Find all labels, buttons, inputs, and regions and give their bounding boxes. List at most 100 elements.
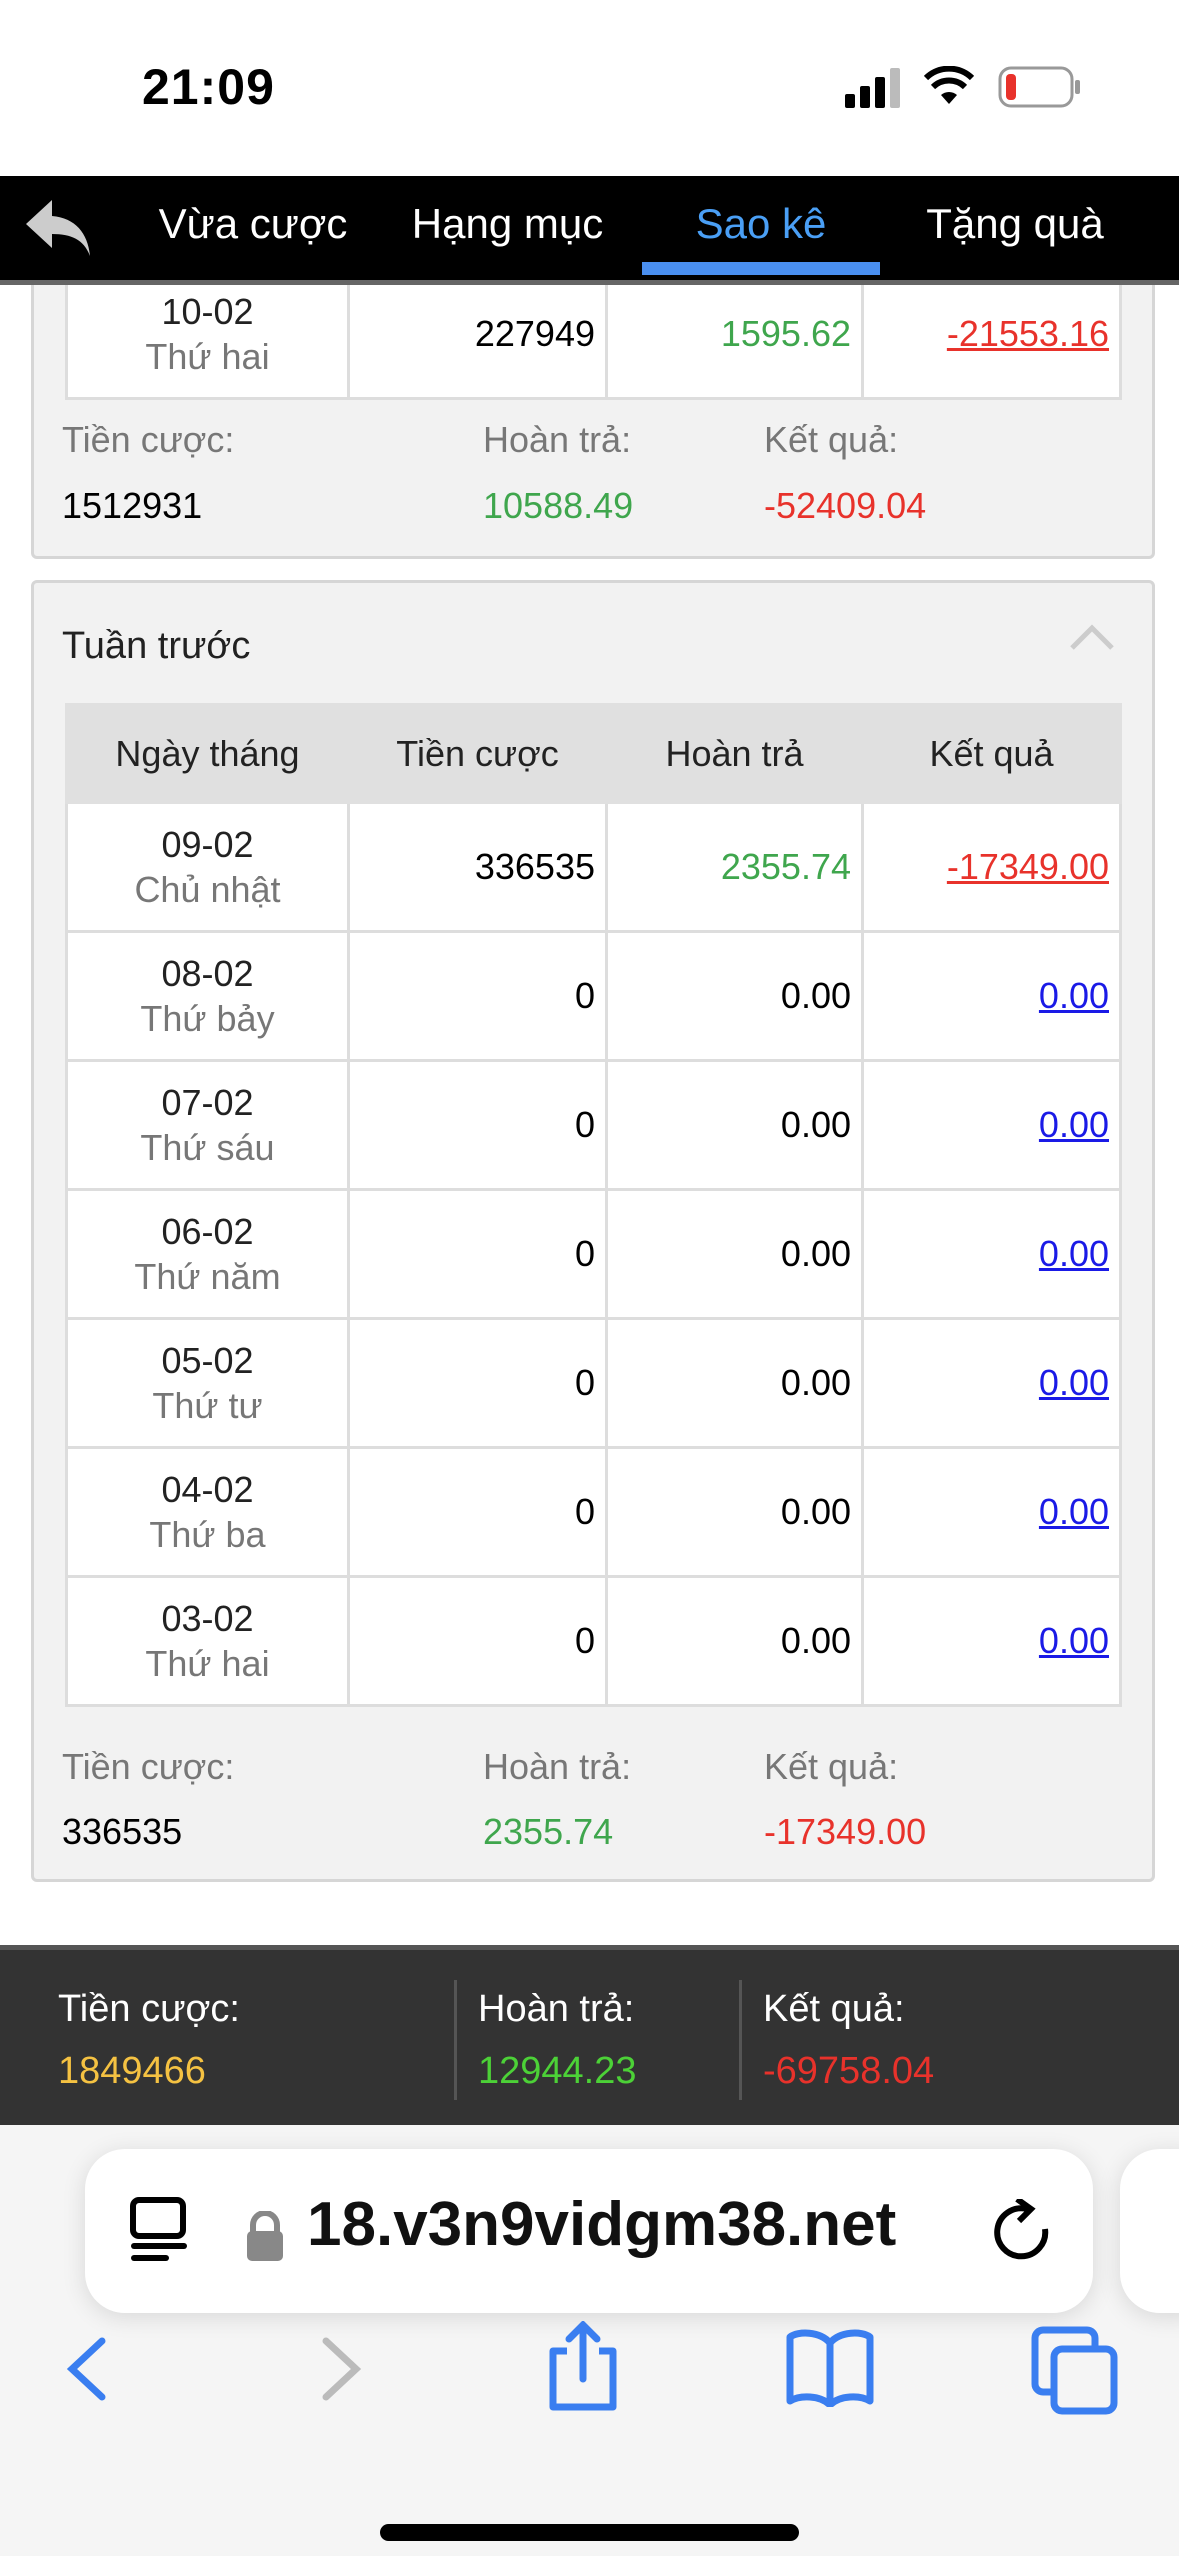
table-row: 08-02 Thứ bảy 0 0.00 0.00	[65, 930, 1122, 1062]
header-bet: Tiền cược	[347, 703, 608, 804]
tab-categories[interactable]: Hạng mục	[411, 200, 604, 247]
row-weekday: Thứ năm	[134, 1256, 281, 1297]
row-result-link[interactable]: 0.00	[1038, 1620, 1109, 1661]
tab-gifts[interactable]: Tặng quà	[926, 200, 1104, 247]
row-result-link[interactable]: 0.00	[1038, 1233, 1109, 1274]
next-tab-preview[interactable]	[1120, 2149, 1179, 2313]
battery-low-icon	[998, 66, 1080, 108]
row-weekday: Thứ bảy	[140, 998, 275, 1039]
row-result-cell: 0.00	[861, 1188, 1122, 1320]
tab-statement[interactable]: Sao kê	[695, 200, 827, 247]
row-bet: 0	[347, 1317, 608, 1449]
row-date-cell: 07-02 Thứ sáu	[65, 1059, 350, 1191]
row-result-link[interactable]: 0.00	[1038, 1362, 1109, 1403]
row-rebate: 0.00	[605, 930, 864, 1062]
table-row: 05-02 Thứ tư 0 0.00 0.00	[65, 1317, 1122, 1449]
row-result-link[interactable]: -21553.16	[946, 313, 1109, 354]
tab-recent-bets[interactable]: Vừa cược	[158, 200, 348, 247]
summary-result: -52409.04	[764, 485, 927, 526]
row-date: 10-02	[161, 291, 254, 332]
back-arrow-icon[interactable]	[24, 198, 94, 258]
reader-icon[interactable]	[129, 2197, 189, 2263]
row-bet: 0	[347, 1188, 608, 1320]
row-date: 03-02	[161, 1598, 254, 1639]
home-indicator	[380, 2524, 799, 2541]
row-result-link[interactable]: 0.00	[1038, 975, 1109, 1016]
summary-rebate-label: Hoàn trả:	[483, 1746, 632, 1787]
summary-result-label: Kết quả:	[764, 1746, 899, 1787]
total-result-label: Kết quả:	[763, 1988, 905, 2030]
table-row: 03-02 Thứ hai 0 0.00 0.00	[65, 1575, 1122, 1707]
chevron-up-icon[interactable]	[1069, 623, 1115, 651]
row-result-link[interactable]: -17349.00	[946, 846, 1109, 887]
row-rebate: 0.00	[605, 1059, 864, 1191]
row-result-link[interactable]: 0.00	[1038, 1491, 1109, 1532]
this-week-card: 10-02 Thứ hai 227949 1595.62 -21553.16 Ti…	[31, 200, 1155, 559]
row-weekday: Thứ hai	[145, 1643, 270, 1684]
row-date-cell: 08-02 Thứ bảy	[65, 930, 350, 1062]
row-date: 05-02	[161, 1340, 254, 1381]
row-weekday: Thứ ba	[149, 1514, 266, 1555]
last-week-table: Ngày tháng Tiền cược Hoàn trả Kết quả 09…	[65, 703, 1122, 1707]
signal-icon	[845, 68, 900, 108]
row-result-cell: 0.00	[861, 1317, 1122, 1449]
row-date: 07-02	[161, 1082, 254, 1123]
reload-icon[interactable]	[993, 2199, 1053, 2263]
row-date: 09-02	[161, 824, 254, 865]
row-date: 08-02	[161, 953, 254, 994]
row-weekday: Thứ tư	[152, 1385, 263, 1426]
back-icon[interactable]	[62, 2337, 112, 2401]
row-date-cell: 09-02 Chủ nhật	[65, 801, 350, 933]
tabs-icon[interactable]	[1030, 2325, 1120, 2415]
row-rebate: 0.00	[605, 1317, 864, 1449]
address-bar[interactable]: 18.v3n9vidgm38.net	[85, 2149, 1093, 2313]
url-text[interactable]: 18.v3n9vidgm38.net	[307, 2190, 897, 2259]
row-bet: 336535	[347, 801, 608, 933]
summary-result: -17349.00	[764, 1811, 927, 1852]
table-row: 04-02 Thứ ba 0 0.00 0.00	[65, 1446, 1122, 1578]
divider	[454, 1980, 457, 2100]
forward-icon[interactable]	[316, 2337, 366, 2401]
row-bet: 0	[347, 1059, 608, 1191]
total-result: -69758.04	[763, 2050, 935, 2092]
bookmarks-icon[interactable]	[784, 2329, 876, 2407]
row-result-cell: -17349.00	[861, 801, 1122, 933]
row-result-cell: 0.00	[861, 1059, 1122, 1191]
header-rebate: Hoàn trả	[605, 703, 864, 804]
section-title: Tuần trước	[62, 625, 251, 667]
last-week-card: Tuần trước Ngày tháng Tiền cược Hoàn trả…	[31, 580, 1155, 1882]
total-bet-label: Tiền cược:	[58, 1988, 240, 2030]
row-date-cell: 10-02 Thứ hai	[65, 268, 350, 400]
row-bet: 0	[347, 1446, 608, 1578]
row-result-cell: 0.00	[861, 1446, 1122, 1578]
row-date-cell: 06-02 Thứ năm	[65, 1188, 350, 1320]
row-rebate: 0.00	[605, 1446, 864, 1578]
status-bar: 21:09	[0, 0, 1179, 176]
summary-bet: 336535	[62, 1811, 183, 1852]
row-bet: 0	[347, 930, 608, 1062]
row-rebate: 1595.62	[605, 268, 864, 400]
row-date: 06-02	[161, 1211, 254, 1252]
row-rebate: 2355.74	[605, 801, 864, 933]
row-rebate: 0.00	[605, 1575, 864, 1707]
row-date: 04-02	[161, 1469, 254, 1510]
summary-bet-label: Tiền cược:	[62, 1746, 235, 1787]
status-time: 21:09	[142, 59, 275, 115]
row-weekday: Thứ hai	[145, 336, 270, 377]
summary-rebate-label: Hoàn trả:	[483, 419, 632, 460]
table-header: Ngày tháng Tiền cược Hoàn trả Kết quả	[65, 703, 1122, 804]
active-tab-indicator	[642, 262, 880, 275]
row-bet: 227949	[347, 268, 608, 400]
table-row: 10-02 Thứ hai 227949 1595.62 -21553.16	[65, 268, 1122, 400]
row-result-link[interactable]: 0.00	[1038, 1104, 1109, 1145]
tab-bar: Vừa cược Hạng mục Sao kê Tặng quà	[0, 176, 1179, 285]
summary-rebate: 10588.49	[483, 485, 634, 526]
row-result-cell: 0.00	[861, 930, 1122, 1062]
total-rebate-label: Hoàn trả:	[478, 1988, 635, 2030]
row-date-cell: 05-02 Thứ tư	[65, 1317, 350, 1449]
row-weekday: Thứ sáu	[140, 1127, 275, 1168]
share-icon[interactable]	[545, 2321, 621, 2411]
row-date-cell: 03-02 Thứ hai	[65, 1575, 350, 1707]
summary-bet-label: Tiền cược:	[62, 419, 235, 460]
summary-bet: 1512931	[62, 485, 203, 526]
